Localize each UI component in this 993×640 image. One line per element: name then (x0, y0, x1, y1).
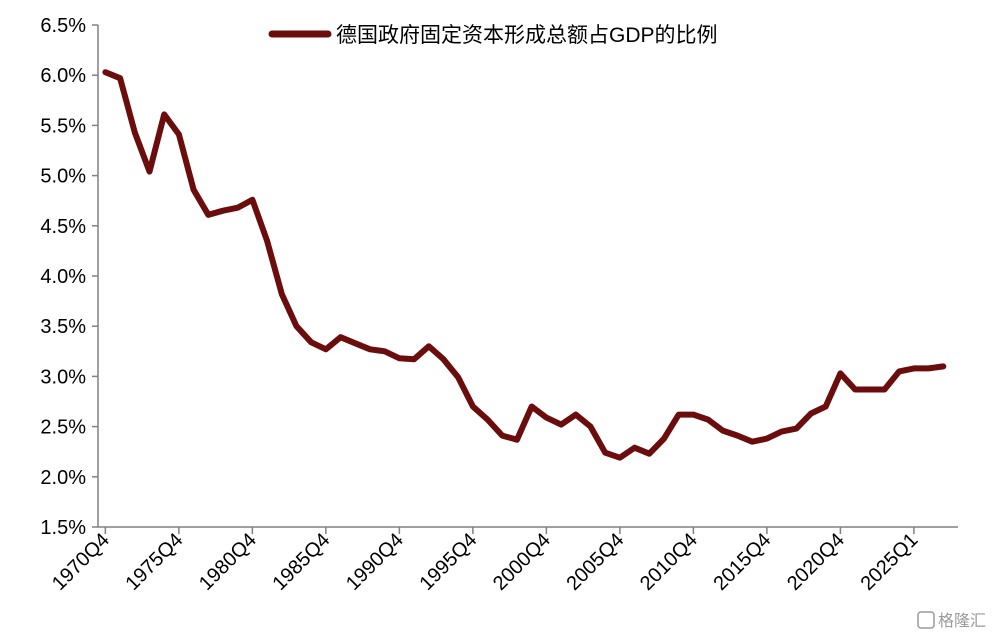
watermark-text: 格隆汇 (938, 612, 986, 630)
x-tick-label: 1985Q4 (269, 529, 335, 595)
watermark: 格隆汇 (917, 611, 986, 630)
x-tick-label: 2010Q4 (636, 529, 702, 595)
legend: 德国政府固定资本形成总额占GDP的比例 (268, 24, 718, 47)
series-group (102, 69, 947, 461)
y-tick-label: 5.5% (40, 115, 86, 137)
y-tick-label: 5.0% (40, 166, 86, 188)
legend-label: 德国政府固定资本形成总额占GDP的比例 (336, 24, 718, 47)
y-tick-label: 1.5% (40, 517, 86, 539)
x-tick-label: 1975Q4 (122, 529, 188, 595)
y-tick-label: 4.5% (40, 216, 86, 238)
x-tick-label: 2000Q4 (489, 529, 555, 595)
y-tick-label: 2.0% (40, 467, 86, 489)
series-line (102, 69, 947, 461)
x-tick-label: 2025Q1 (857, 529, 923, 595)
watermark-logo-icon (917, 611, 935, 629)
x-tick-label: 2020Q4 (783, 529, 849, 595)
x-tick-label: 1995Q4 (416, 529, 482, 595)
y-tick-label: 6.0% (40, 65, 86, 87)
x-tick-label: 2005Q4 (563, 529, 629, 595)
y-tick-label: 6.5% (40, 15, 86, 37)
y-tick-label: 3.0% (40, 366, 86, 388)
x-axis-ticks: 1970Q4 1975Q4 1980Q4 1985Q4 1990Q4 1995Q4 2000… (48, 527, 922, 595)
x-tick-label: 1980Q4 (195, 529, 261, 595)
x-tick-label: 1990Q4 (342, 529, 408, 595)
y-tick-label: 4.0% (40, 266, 86, 288)
y-axis-ticks: 1.5% 2.0% 2.5% 3.0% 3.5% 4.0% 4.5% 5.0% 5.5% 6.0%… (40, 15, 98, 539)
y-tick-label: 2.5% (40, 417, 86, 439)
x-tick-label: 2015Q4 (710, 529, 776, 595)
y-tick-label: 3.5% (40, 316, 86, 338)
